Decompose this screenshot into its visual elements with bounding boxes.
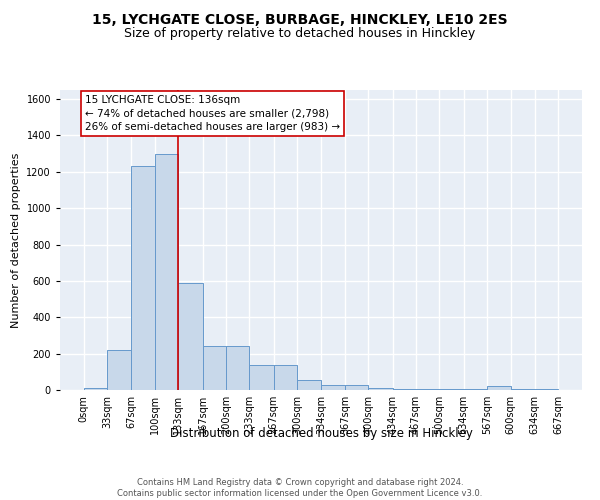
Text: 15, LYCHGATE CLOSE, BURBAGE, HINCKLEY, LE10 2ES: 15, LYCHGATE CLOSE, BURBAGE, HINCKLEY, L… xyxy=(92,12,508,26)
Bar xyxy=(345,386,368,390)
Bar xyxy=(464,389,487,390)
Bar xyxy=(322,386,345,390)
Bar xyxy=(511,389,535,390)
Text: Distribution of detached houses by size in Hinckley: Distribution of detached houses by size … xyxy=(170,428,472,440)
Bar xyxy=(250,364,274,390)
Bar xyxy=(392,389,416,390)
Bar xyxy=(297,380,322,390)
Bar xyxy=(226,346,250,390)
Bar xyxy=(131,166,155,390)
Bar xyxy=(178,282,203,390)
Bar xyxy=(439,389,464,390)
Bar xyxy=(203,346,226,390)
Bar xyxy=(107,350,131,390)
Bar xyxy=(487,386,511,390)
Bar xyxy=(274,364,297,390)
Text: 15 LYCHGATE CLOSE: 136sqm
← 74% of detached houses are smaller (2,798)
26% of se: 15 LYCHGATE CLOSE: 136sqm ← 74% of detac… xyxy=(85,96,340,132)
Text: Contains HM Land Registry data © Crown copyright and database right 2024.
Contai: Contains HM Land Registry data © Crown c… xyxy=(118,478,482,498)
Text: Size of property relative to detached houses in Hinckley: Size of property relative to detached ho… xyxy=(124,28,476,40)
Bar xyxy=(155,154,178,390)
Y-axis label: Number of detached properties: Number of detached properties xyxy=(11,152,21,328)
Bar xyxy=(535,389,558,390)
Bar xyxy=(368,388,392,390)
Bar xyxy=(416,389,439,390)
Bar xyxy=(84,388,107,390)
